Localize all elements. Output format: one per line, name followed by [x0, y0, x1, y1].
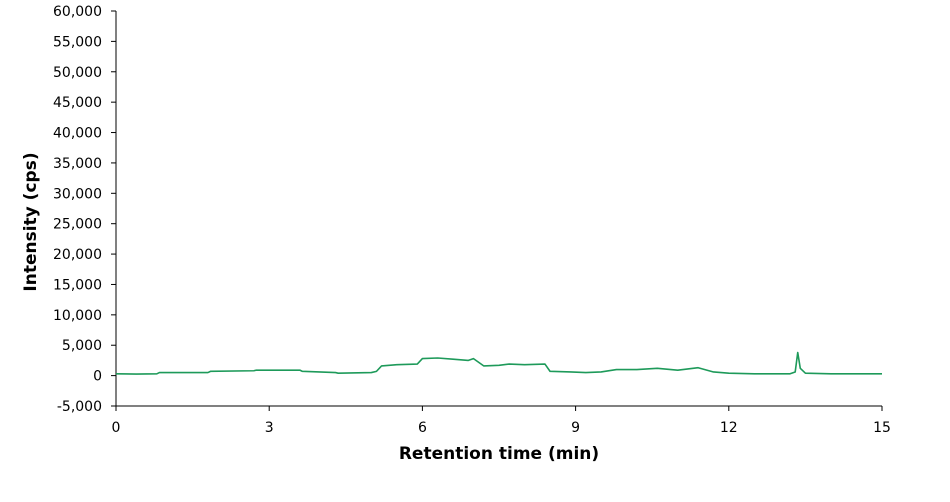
x-tick-label: 0	[112, 420, 121, 436]
x-tick-label: 6	[418, 420, 427, 436]
x-axis-title: Retention time (min)	[399, 444, 599, 464]
x-tick-label: 9	[571, 420, 580, 436]
y-tick-label: 30,000	[53, 186, 102, 202]
x-tick-label: 12	[720, 420, 738, 436]
y-tick-label: 55,000	[53, 34, 102, 50]
y-tick-label: 15,000	[53, 277, 102, 293]
y-tick-label: -5,000	[57, 399, 102, 415]
line	[115, 351, 882, 375]
y-tick-label: 45,000	[53, 95, 102, 111]
y-tick-label: 40,000	[53, 126, 102, 142]
y-tick-label: 20,000	[53, 247, 102, 263]
y-tick-label: 5,000	[62, 338, 102, 354]
y-tick-label: 10,000	[53, 308, 102, 324]
x-tick-label: 15	[873, 420, 891, 436]
x-tick-label: 3	[265, 420, 274, 436]
y-axis-title: Intensity (cps)	[21, 152, 41, 291]
y-tick-label: 0	[93, 369, 102, 385]
y-tick-label: 25,000	[53, 217, 102, 233]
y-tick-label: 50,000	[53, 65, 102, 81]
y-tick-label: 60,000	[53, 4, 102, 20]
y-tick-label: 35,000	[53, 156, 102, 172]
